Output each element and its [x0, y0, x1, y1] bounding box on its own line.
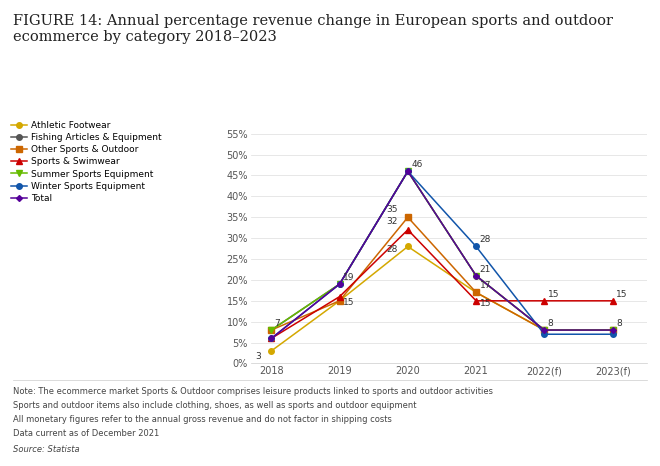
Text: Sports and outdoor items also include clothing, shoes, as well as sports and out: Sports and outdoor items also include cl…: [13, 401, 416, 410]
Winter Sports Equipment: [609, 331, 616, 337]
Total: [335, 281, 343, 287]
Other Sports & Outdoor: [609, 327, 616, 333]
Sports & Swimwear: [335, 294, 343, 300]
Text: 21: 21: [480, 265, 491, 274]
Text: 17: 17: [480, 281, 491, 290]
Summer Sports Equipment: [472, 273, 480, 279]
Line: Winter Sports Equipment: Winter Sports Equipment: [269, 169, 615, 341]
Other Sports & Outdoor: [541, 327, 548, 333]
Summer Sports Equipment: [267, 327, 275, 333]
Athletic Footwear: [335, 298, 343, 304]
Text: FIGURE 14: Annual percentage revenue change in European sports and outdoor
ecomm: FIGURE 14: Annual percentage revenue cha…: [13, 14, 613, 44]
Total: [609, 327, 616, 333]
Athletic Footwear: [267, 348, 275, 354]
Other Sports & Outdoor: [472, 290, 480, 295]
Text: Source: Statista: Source: Statista: [13, 445, 80, 454]
Other Sports & Outdoor: [404, 214, 412, 220]
Athletic Footwear: [541, 327, 548, 333]
Sports & Swimwear: [541, 298, 548, 304]
Line: Total: Total: [269, 169, 614, 341]
Fishing Articles & Equipment: [267, 327, 275, 333]
Winter Sports Equipment: [541, 331, 548, 337]
Fishing Articles & Equipment: [335, 281, 343, 287]
Total: [404, 169, 412, 174]
Text: 32: 32: [386, 218, 397, 226]
Text: 15: 15: [343, 298, 354, 307]
Text: Note: The ecommerce market Sports & Outdoor comprises leisure products linked to: Note: The ecommerce market Sports & Outd…: [13, 387, 493, 396]
Text: 8: 8: [548, 319, 554, 328]
Athletic Footwear: [472, 290, 480, 295]
Text: 15: 15: [548, 290, 559, 299]
Line: Sports & Swimwear: Sports & Swimwear: [269, 227, 615, 341]
Fishing Articles & Equipment: [404, 169, 412, 174]
Sports & Swimwear: [609, 298, 616, 304]
Line: Summer Sports Equipment: Summer Sports Equipment: [269, 169, 615, 333]
Summer Sports Equipment: [335, 281, 343, 287]
Summer Sports Equipment: [609, 327, 616, 333]
Line: Fishing Articles & Equipment: Fishing Articles & Equipment: [269, 169, 615, 333]
Fishing Articles & Equipment: [609, 327, 616, 333]
Total: [541, 327, 548, 333]
Athletic Footwear: [609, 327, 616, 333]
Text: 3: 3: [255, 352, 261, 362]
Summer Sports Equipment: [404, 169, 412, 174]
Text: 15: 15: [616, 290, 628, 299]
Sports & Swimwear: [472, 298, 480, 304]
Legend: Athletic Footwear, Fishing Articles & Equipment, Other Sports & Outdoor, Sports : Athletic Footwear, Fishing Articles & Eq…: [11, 121, 162, 203]
Text: 28: 28: [386, 245, 397, 254]
Text: 8: 8: [616, 319, 622, 328]
Text: 35: 35: [386, 205, 397, 214]
Summer Sports Equipment: [541, 327, 548, 333]
Text: 7: 7: [275, 319, 280, 328]
Line: Other Sports & Outdoor: Other Sports & Outdoor: [269, 214, 615, 333]
Text: Data current as of December 2021: Data current as of December 2021: [13, 429, 160, 438]
Athletic Footwear: [404, 244, 412, 249]
Winter Sports Equipment: [472, 244, 480, 249]
Text: 28: 28: [480, 235, 491, 244]
Winter Sports Equipment: [267, 336, 275, 341]
Winter Sports Equipment: [404, 169, 412, 174]
Fishing Articles & Equipment: [541, 327, 548, 333]
Sports & Swimwear: [404, 227, 412, 233]
Line: Athletic Footwear: Athletic Footwear: [269, 244, 615, 354]
Text: All monetary figures refer to the annual gross revenue and do not factor in ship: All monetary figures refer to the annual…: [13, 415, 392, 424]
Other Sports & Outdoor: [335, 298, 343, 304]
Text: 19: 19: [343, 273, 354, 282]
Other Sports & Outdoor: [267, 327, 275, 333]
Text: 46: 46: [411, 160, 422, 169]
Winter Sports Equipment: [335, 281, 343, 287]
Fishing Articles & Equipment: [472, 273, 480, 279]
Sports & Swimwear: [267, 336, 275, 341]
Total: [267, 336, 275, 341]
Text: 15: 15: [480, 299, 491, 308]
Total: [472, 273, 480, 279]
